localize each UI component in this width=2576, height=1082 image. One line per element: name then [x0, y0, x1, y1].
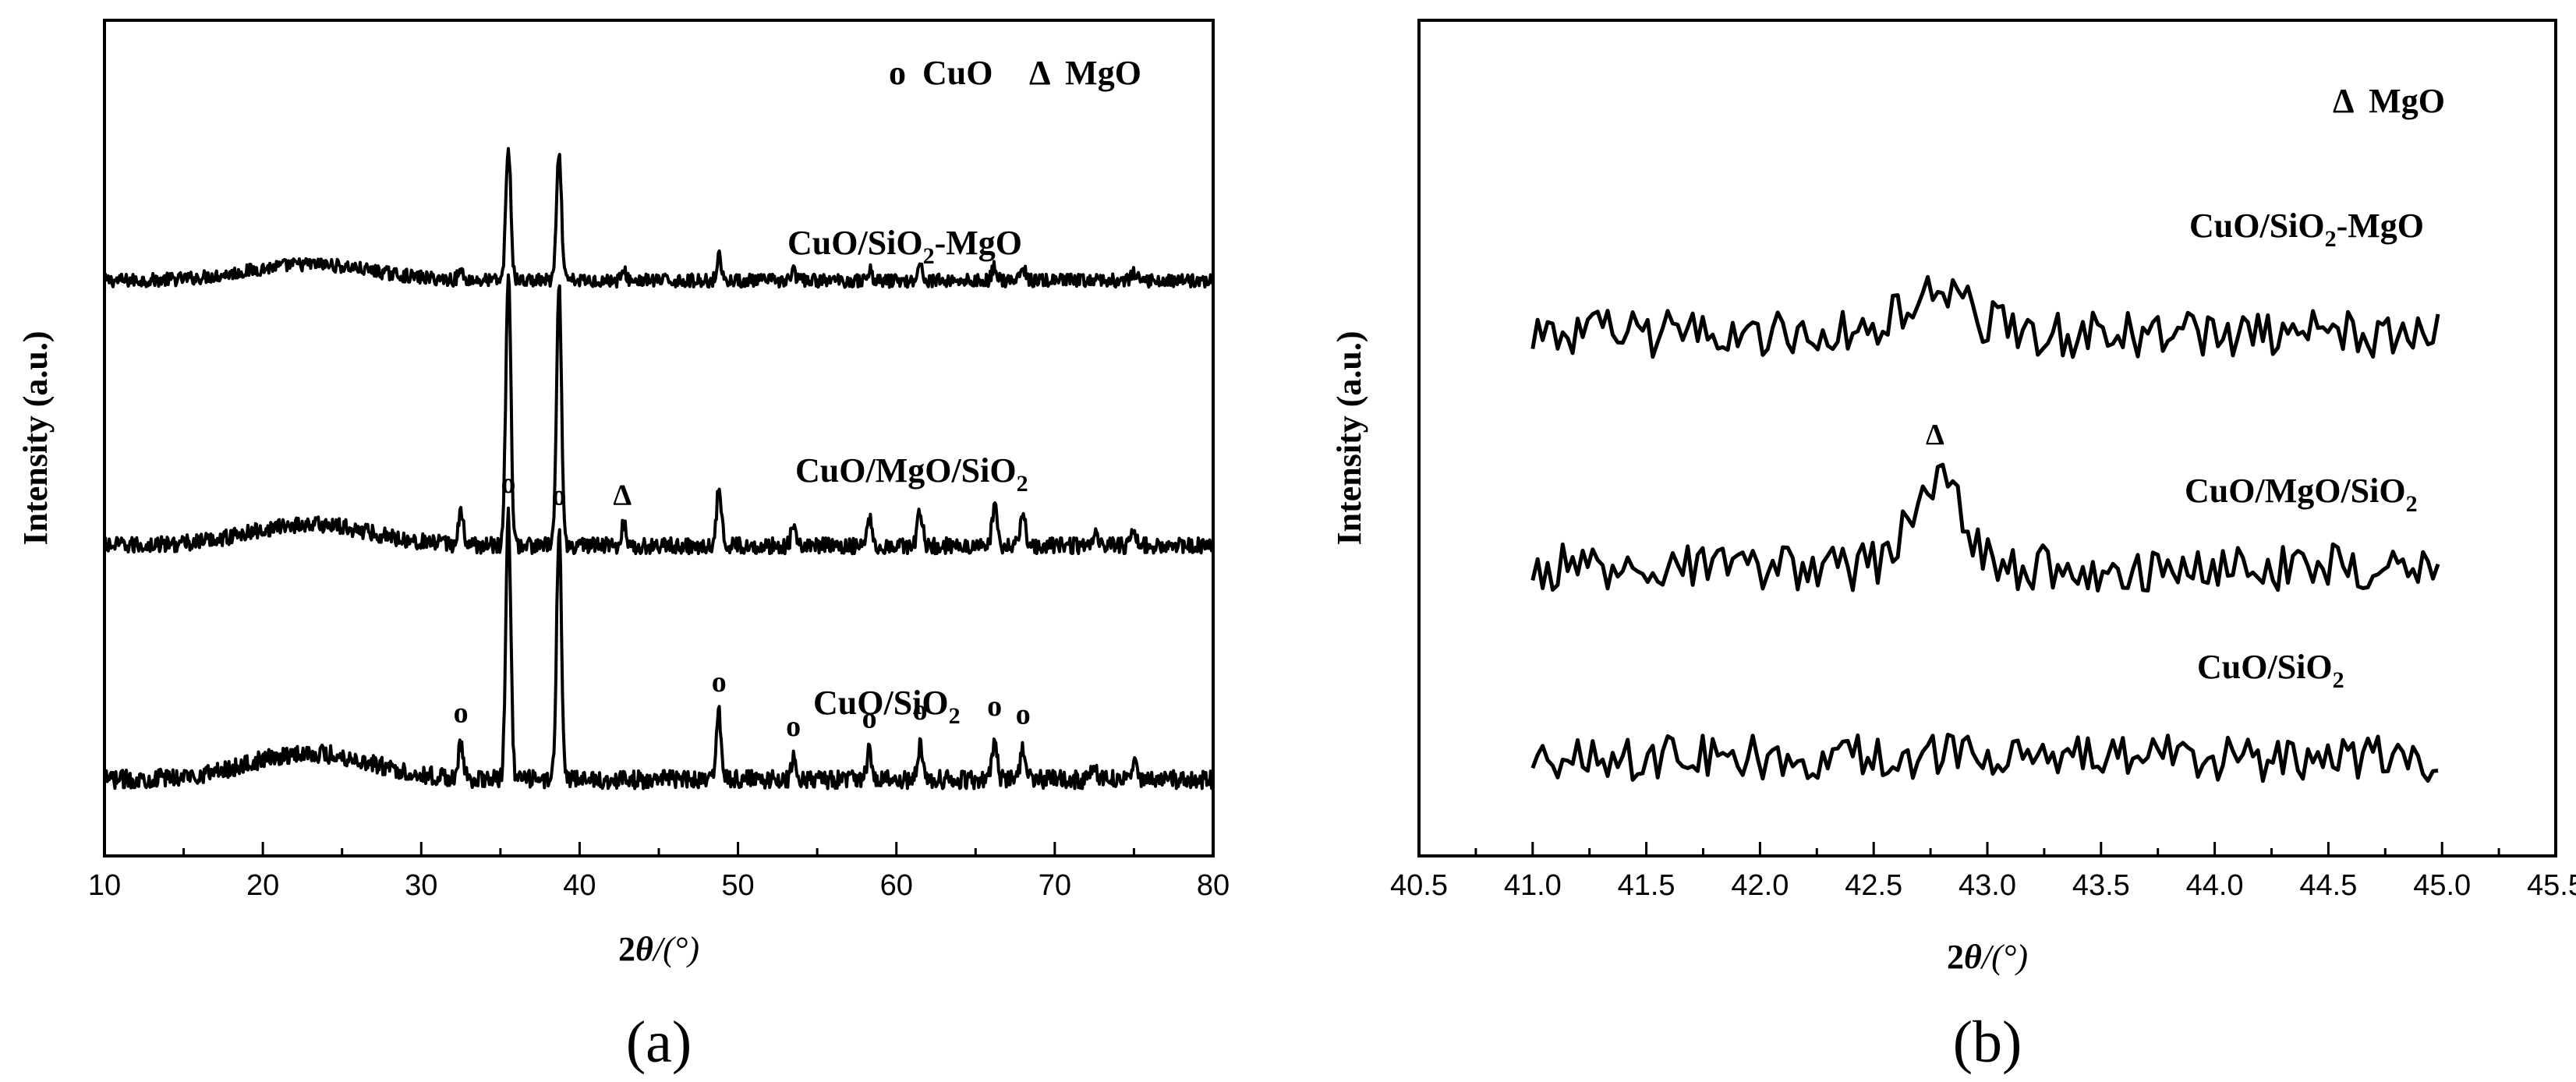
panel-a-marker-cuo-6: o	[862, 702, 877, 735]
panel-b-x-tick-label-42.0: 42.0	[1731, 869, 1789, 902]
panel-b-x-tick-label-42.5: 42.5	[1845, 869, 1902, 902]
legend-mgo-symbol: Δ	[1029, 54, 1050, 92]
panel-b-label: (b)	[1953, 1010, 2022, 1075]
panel-b-chart: 40.5 41.0 41.5 42.0 42.5 43.0 43.5 44.0 44.5 45.0…	[1330, 19, 2576, 1075]
panel-b-x-tick-label-44.5: 44.5	[2299, 869, 2357, 902]
panel-b-legend: Δ MgO	[2333, 82, 2445, 120]
panel-a-marker-mgo-0: Δ	[613, 479, 632, 512]
panel-a-series-label-1: CuO/SiO2-MgO	[787, 224, 1022, 269]
panel-a-x-tick-label-50: 50	[721, 869, 754, 902]
panel-b-series-label-1: CuO/SiO2-MgO	[2189, 207, 2424, 252]
legend-cuo-symbol: o	[889, 54, 906, 92]
panel-b-y-axis-title: Intensity (a.u.)	[1330, 331, 1368, 545]
panel-a-x-ticks: 10 20 30 40 50 60 70 80	[88, 842, 1230, 902]
panel-b-plot-frame	[1417, 19, 2557, 857]
panel-a-marker-cuo-3: o	[454, 697, 469, 730]
panel-a-marker-cuo-9: o	[1016, 698, 1031, 730]
panel-b-x-tick-label-43.5: 43.5	[2072, 869, 2130, 902]
legend-b-mgo-symbol: Δ	[2333, 82, 2354, 120]
panel-a-x-tick-label-10: 10	[88, 869, 121, 902]
panel-a-series-label-3: CuO/SiO2	[813, 684, 961, 729]
legend-cuo-name: CuO	[922, 54, 993, 92]
panel-a-marker-cuo-2: o	[552, 479, 567, 512]
legend-mgo-name: MgO	[1065, 54, 1141, 92]
panel-b-series-line-2	[1530, 462, 2440, 593]
panel-b-x-tick-label-43.0: 43.0	[1959, 869, 2016, 902]
panel-b-x-tick-label-45.5: 45.5	[2527, 869, 2576, 902]
panel-a-marker-cuo-4: o	[712, 666, 727, 698]
panel-b-series-line-1	[1530, 274, 2440, 359]
panel-b-x-tick-label-45.0: 45.0	[2413, 869, 2471, 902]
panel-a-x-tick-label-80: 80	[1197, 869, 1230, 902]
panel-b-series-line-3	[1530, 732, 2439, 783]
panel-b-marker-mgo-0: Δ	[1926, 419, 1944, 451]
panel-a-marker-cuo-1: o	[501, 467, 516, 500]
panel-a-series-group	[103, 147, 1215, 790]
panel-b-x-tick-label-41.0: 41.0	[1504, 869, 1562, 902]
panel-a-series-line-3	[103, 506, 1215, 790]
panel-b-x-tick-label-41.5: 41.5	[1618, 869, 1675, 902]
panel-a-x-tick-label-20: 20	[246, 869, 279, 902]
panel-a-series-label-2: CuO/MgO/SiO2	[795, 451, 1028, 497]
panel-a-marker-cuo-7: o	[913, 694, 928, 727]
panel-b-legend-mgo: Δ MgO	[2333, 82, 2445, 120]
panel-a-x-axis-title: 2θ/(°)	[618, 930, 699, 968]
panel-b-series-group	[1530, 274, 2440, 783]
panel-a-label: (a)	[626, 1010, 692, 1075]
panel-b-x-ticks: 40.5 41.0 41.5 42.0 42.5 43.0 43.5 44.0 44.5 45.0…	[1390, 842, 2576, 902]
panel-a-legend-mgo: Δ MgO	[1029, 54, 1141, 92]
panel-a-plot-frame	[103, 19, 1215, 857]
panel-a-legend-cuo: o CuO	[889, 54, 993, 92]
panel-b-x-axis-title: 2θ/(°)	[1947, 938, 2028, 976]
panel-b-x-tick-label-40.5: 40.5	[1390, 869, 1448, 902]
panel-a-legend: o CuO Δ MgO	[889, 54, 1141, 92]
panel-a-marker-cuo-5: o	[786, 710, 801, 743]
panel-b-peak-markers: Δ	[1926, 419, 1944, 451]
panel-b-series-label-3: CuO/SiO2	[2197, 648, 2344, 693]
legend-b-mgo-name: MgO	[2369, 82, 2445, 120]
panel-a-marker-cuo-8: o	[987, 690, 1002, 723]
panel-a-series-line-2	[103, 273, 1215, 556]
panel-b-series-label-2: CuO/MgO/SiO2	[2185, 472, 2418, 517]
panel-a-x-tick-label-70: 70	[1039, 869, 1071, 902]
panel-a-x-tick-label-30: 30	[405, 869, 437, 902]
panel-a-x-tick-label-60: 60	[880, 869, 913, 902]
panel-a-series-line-1	[103, 147, 1214, 289]
panel-b-x-tick-label-44.0: 44.0	[2186, 869, 2244, 902]
panel-a-x-tick-label-40: 40	[563, 869, 596, 902]
panel-a-y-axis-title: Intensity (a.u.)	[16, 331, 55, 545]
